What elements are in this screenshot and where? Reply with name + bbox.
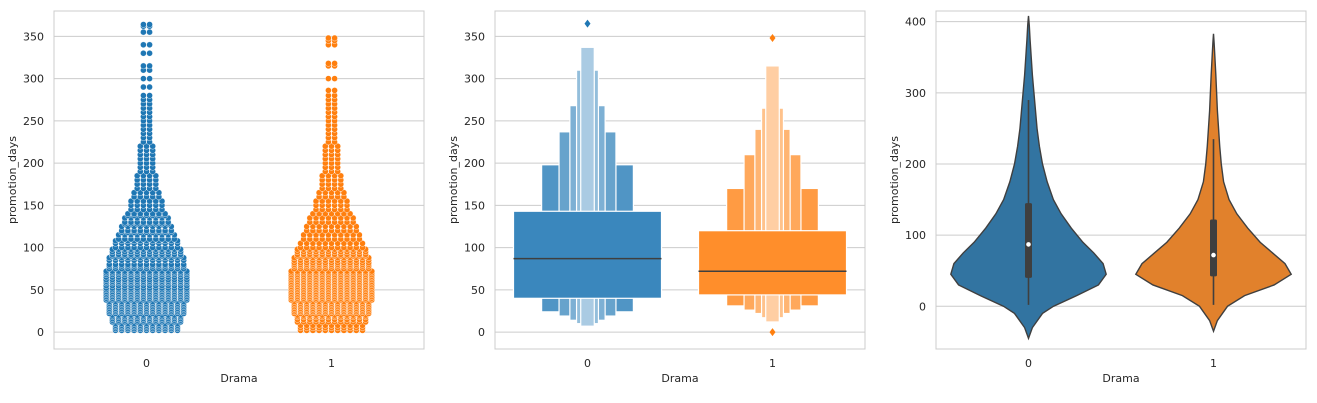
y-tick-label: 0 <box>919 300 926 313</box>
x-tick-label: 0 <box>1025 357 1032 370</box>
y-tick-label: 0 <box>478 326 485 339</box>
y-tick-label: 350 <box>464 30 485 43</box>
swarm-point <box>140 50 147 57</box>
y-tick-label: 100 <box>905 229 926 242</box>
y-tick-label: 300 <box>23 73 44 86</box>
swarm-point <box>146 21 153 28</box>
y-tick-label: 300 <box>464 73 485 86</box>
chart-panel-2: 0 50 100 150 200 250 300 350 0 1 Drama promotion_da… <box>447 10 866 385</box>
swarm-point <box>146 75 153 82</box>
x-tick-label: 0 <box>584 357 591 370</box>
chart-panel-3: 0 100 200 300 400 0 1 Drama promotion_days <box>888 10 1307 385</box>
x-tick-label: 1 <box>1210 357 1217 370</box>
y-tick-label: 50 <box>30 284 44 297</box>
swarm-point <box>146 50 153 57</box>
swarm-point <box>325 34 332 42</box>
x-axis-label: Drama <box>661 372 698 385</box>
plot-frame <box>53 10 425 350</box>
x-tick-label: 1 <box>769 357 776 370</box>
violin-iqr-box <box>1210 219 1217 277</box>
y-tick-label: 150 <box>464 199 485 212</box>
y-axis-label: promotion_days <box>888 136 901 224</box>
swarm-point <box>331 75 338 82</box>
violin-iqr-box <box>1025 203 1032 278</box>
swarm-point <box>146 62 153 70</box>
swarm-point <box>325 60 332 67</box>
swarm-point <box>146 41 153 48</box>
swarm-point <box>325 87 332 94</box>
swarm-point <box>140 75 147 82</box>
y-tick-label: 100 <box>464 242 485 255</box>
x-tick-label: 0 <box>143 357 150 370</box>
outlier-marker <box>769 34 776 43</box>
plot-frame <box>935 10 1307 350</box>
y-axis-label: promotion_days <box>447 136 460 224</box>
swarm-point <box>140 62 147 70</box>
swarm-point <box>331 34 338 42</box>
swarm-point <box>140 83 147 91</box>
boxen-box <box>697 230 848 296</box>
y-tick-label: 100 <box>23 242 44 255</box>
x-axis-label: Drama <box>220 372 257 385</box>
swarm-point <box>325 75 332 82</box>
y-tick-label: 0 <box>37 326 44 339</box>
y-tick-label: 400 <box>905 16 926 29</box>
violin-median-dot <box>1026 242 1031 247</box>
y-tick-label: 50 <box>471 284 485 297</box>
y-tick-label: 150 <box>23 199 44 212</box>
y-tick-label: 250 <box>23 115 44 128</box>
plot-frame <box>494 10 866 350</box>
swarm-point <box>140 21 147 28</box>
y-tick-label: 200 <box>23 157 44 170</box>
outlier-marker <box>584 19 591 28</box>
violin-median-dot <box>1211 252 1216 258</box>
swarm-point <box>140 92 147 99</box>
y-tick-label: 350 <box>23 30 44 43</box>
outlier-marker <box>769 328 776 337</box>
swarm-point <box>146 83 153 91</box>
swarm-point <box>140 28 147 36</box>
y-tick-label: 250 <box>464 115 485 128</box>
y-tick-label: 200 <box>905 158 926 171</box>
y-tick-label: 200 <box>464 157 485 170</box>
x-axis-label: Drama <box>1102 372 1139 385</box>
swarm-point <box>146 28 153 36</box>
swarm-point <box>331 87 338 94</box>
swarm-point <box>146 92 153 99</box>
x-tick-label: 1 <box>328 357 335 370</box>
chart-panel-1: 0 50 100 150 200 250 300 350 0 1 Drama promotion_da… <box>6 10 425 385</box>
swarm-point <box>140 41 147 48</box>
y-axis-label: promotion_days <box>6 136 19 224</box>
y-tick-label: 300 <box>905 87 926 100</box>
boxen-box <box>512 210 663 299</box>
swarm-point <box>331 60 338 67</box>
